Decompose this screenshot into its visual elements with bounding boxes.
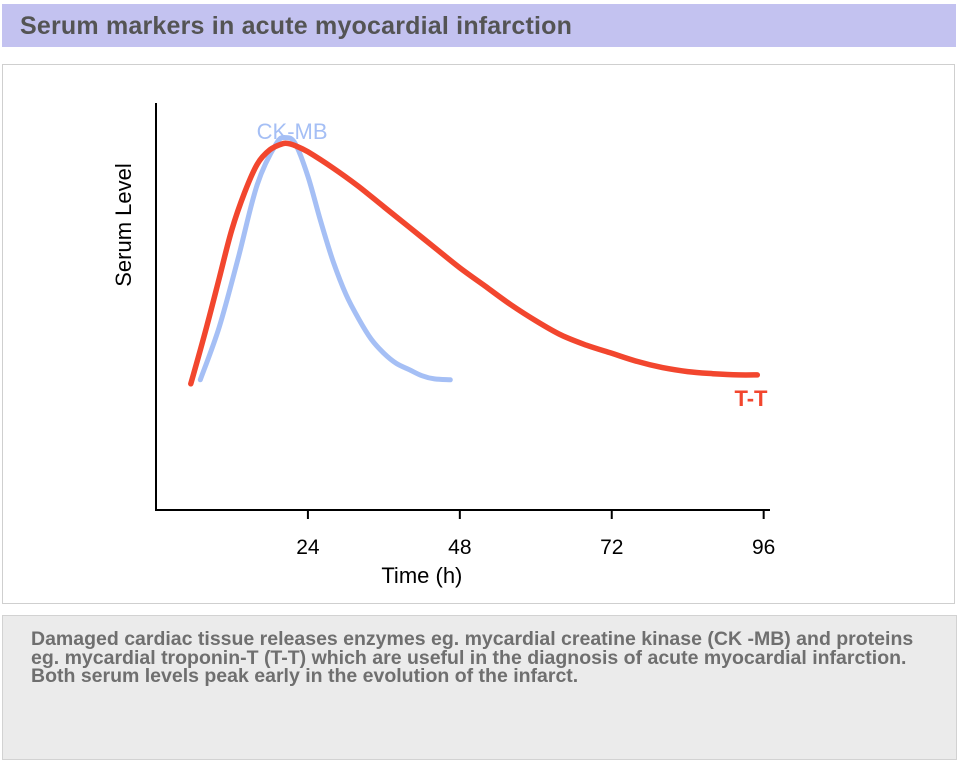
- x-axis-label: Time (h): [381, 563, 462, 588]
- x-tick-label: 96: [752, 536, 775, 559]
- series-line-ck-mb: [197, 134, 453, 383]
- x-tick-layer: 24 48 72 96: [296, 510, 775, 559]
- x-tick-label: 72: [600, 536, 623, 559]
- series-layer: [188, 134, 761, 387]
- serum-marker-chart: 24 48 72 96 Time (h) Serum Level CK-MB T-T: [111, 103, 775, 588]
- title-bar: Serum markers in acute myocardial infarc…: [2, 4, 956, 47]
- x-tick-label: 48: [448, 536, 471, 559]
- page-title: Serum markers in acute myocardial infarc…: [20, 12, 573, 40]
- caption-text: Damaged cardiac tissue releases enzymes …: [31, 628, 914, 687]
- ckmb-series-label: CK-MB: [257, 119, 328, 144]
- caption-panel: Damaged cardiac tissue releases enzymes …: [2, 615, 957, 760]
- tt-series-label: T-T: [735, 386, 769, 411]
- chart-panel: 24 48 72 96 Time (h) Serum Level CK-MB T-T: [2, 64, 955, 604]
- y-axis-label: Serum Level: [111, 163, 136, 287]
- series-line-t-t: [188, 140, 761, 387]
- x-tick-label: 24: [296, 536, 320, 559]
